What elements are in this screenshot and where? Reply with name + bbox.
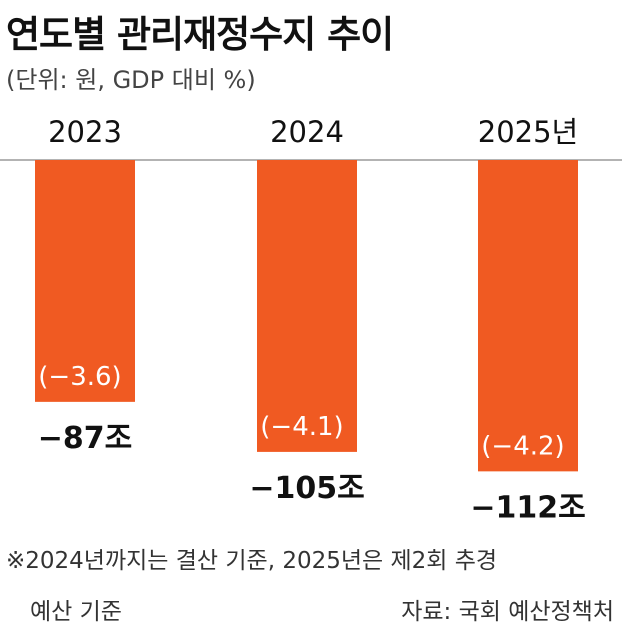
- gdp-ratio-label: (−4.1): [260, 412, 343, 442]
- x-tick-label: 2025년: [478, 115, 578, 149]
- footnote-line-2: 예산 기준: [30, 599, 122, 625]
- gdp-ratio-label: (−4.2): [481, 431, 564, 461]
- bar-chart: 2023 (−3.6) −87조 2024 (−4.1) −105조 2025년 (−4.2)…: [0, 115, 622, 525]
- source-note: 자료: 국회 예산정책처: [401, 599, 614, 625]
- x-tick-label: 2023: [48, 115, 122, 149]
- chart-title: 연도별 관리재정수지 추이: [6, 13, 394, 56]
- value-label: −105조: [249, 471, 364, 506]
- gdp-ratio-label: (−3.6): [38, 362, 121, 392]
- bar: [257, 160, 357, 452]
- bar: [35, 160, 135, 402]
- value-label: −112조: [470, 490, 585, 525]
- value-label: −87조: [38, 421, 133, 456]
- bar: [478, 160, 578, 472]
- x-tick-label: 2024: [270, 115, 344, 149]
- chart-subtitle: (단위: 원, GDP 대비 %): [6, 66, 256, 94]
- footnote-line-1: ※2024년까지는 결산 기준, 2025년은 제2회 추경: [6, 548, 498, 574]
